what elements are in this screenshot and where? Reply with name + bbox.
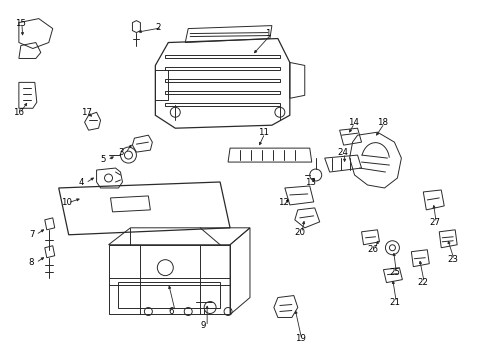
- Text: 26: 26: [367, 245, 378, 254]
- Text: 7: 7: [29, 230, 34, 239]
- Text: 24: 24: [337, 148, 348, 157]
- Text: 17: 17: [81, 108, 91, 117]
- Text: 10: 10: [61, 198, 72, 207]
- Text: 25: 25: [388, 268, 400, 277]
- Text: 18: 18: [377, 118, 387, 127]
- Text: 16: 16: [13, 108, 24, 117]
- Text: 20: 20: [294, 228, 305, 237]
- Text: 13: 13: [304, 178, 315, 187]
- Text: 8: 8: [29, 258, 34, 267]
- Text: 1: 1: [264, 28, 270, 37]
- Text: 12: 12: [277, 198, 288, 207]
- Text: 11: 11: [258, 128, 268, 137]
- Text: 14: 14: [347, 118, 358, 127]
- Text: 23: 23: [447, 255, 457, 264]
- Text: 15: 15: [15, 19, 26, 28]
- Text: 5: 5: [101, 155, 106, 164]
- Text: 3: 3: [118, 148, 124, 157]
- Text: 27: 27: [428, 218, 439, 227]
- Text: 2: 2: [155, 23, 161, 32]
- Text: 9: 9: [200, 321, 205, 330]
- Text: 6: 6: [168, 306, 173, 315]
- Text: 19: 19: [294, 334, 305, 343]
- Text: 22: 22: [416, 278, 427, 287]
- Text: 21: 21: [388, 298, 400, 307]
- Text: 4: 4: [79, 178, 84, 187]
